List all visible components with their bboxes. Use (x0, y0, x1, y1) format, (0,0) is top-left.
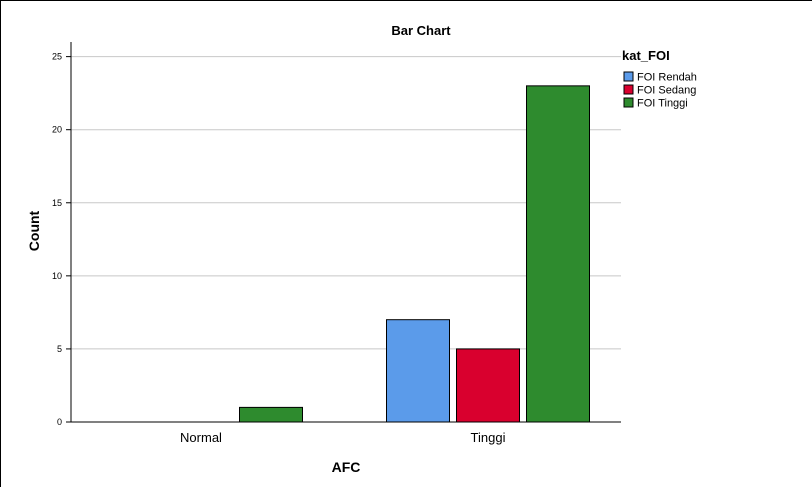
chart-title: Bar Chart (391, 23, 451, 38)
x-axis-title: AFC (332, 459, 361, 475)
y-tick-label: 10 (52, 271, 62, 281)
y-tick-label: 15 (52, 198, 62, 208)
legend-label: FOI Sedang (637, 85, 696, 97)
legend-swatch (623, 84, 634, 95)
axes (70, 42, 621, 423)
y-tick-label: 25 (52, 52, 62, 62)
x-ticks: Normal Tinggi (180, 430, 506, 445)
legend-swatch (623, 97, 634, 108)
bar (526, 85, 590, 423)
x-tick-label: Tinggi (471, 430, 506, 445)
bar (456, 348, 520, 423)
y-tick-label: 20 (52, 125, 62, 135)
y-tick-label: 0 (57, 417, 62, 427)
bar (386, 319, 450, 423)
x-tick-label: Normal (180, 430, 222, 445)
bars (239, 85, 590, 423)
legend-swatch (623, 71, 634, 82)
y-tick-label: 5 (57, 344, 62, 354)
legend-label: FOI Tinggi (637, 98, 688, 110)
y-ticks: 0 5 10 15 20 25 (52, 52, 71, 427)
legend-label: FOI Rendah (637, 72, 697, 84)
legend-title: kat_FOI (622, 48, 670, 63)
bar (239, 406, 303, 423)
y-axis-title: Count (26, 210, 42, 251)
